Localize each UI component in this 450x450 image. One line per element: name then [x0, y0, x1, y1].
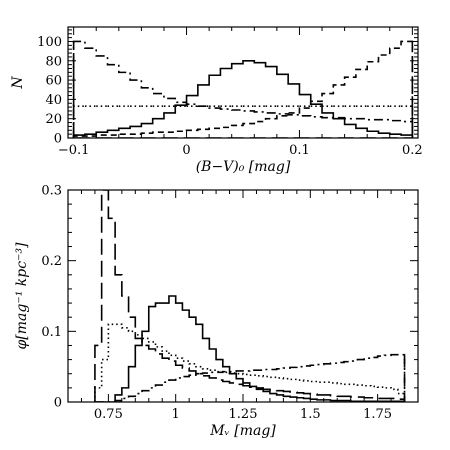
- y-axis-label: N: [10, 76, 26, 90]
- series-dashed-2: [72, 40, 414, 138]
- series-dash-dot-3: [94, 353, 406, 402]
- y-tick-label: 0.1: [41, 325, 62, 340]
- x-tick-label: 1.75: [363, 407, 392, 422]
- y-tick-label: 40: [45, 93, 62, 108]
- bottom-panel: 0.75 1 1.25 1.5 1.75 0 0.1 0.2 0.3 Mᵥ [mag] φ[mag⁻…: [14, 184, 419, 439]
- x-tick-label: 0: [182, 143, 190, 158]
- x-tick-label: 1: [172, 407, 180, 422]
- y-tick-label: 100: [37, 35, 62, 50]
- x-tick-label: 1.25: [229, 407, 258, 422]
- y-tick-label: 20: [45, 112, 62, 127]
- y-tick-label: 0: [54, 396, 62, 411]
- series-dash-dot-1: [72, 40, 414, 138]
- x-axis-label: Mᵥ [mag]: [209, 423, 276, 439]
- plot-frame: [67, 26, 419, 139]
- x-tick-label: 0.2: [402, 143, 423, 158]
- y-tick-label: 0.3: [41, 184, 62, 199]
- y-axis-label: φ[mag⁻¹ kpc⁻³]: [14, 242, 30, 350]
- y-tick-label: 0: [54, 132, 62, 147]
- x-axis-label: (B−V)₀ [mag]: [196, 159, 291, 175]
- y-tick-label: 80: [45, 54, 62, 69]
- y-tick-label: 0.2: [41, 254, 62, 269]
- series-solid-0: [72, 59, 414, 138]
- series-long-dash-1: [94, 190, 406, 402]
- x-tick-label: 0.75: [94, 407, 123, 422]
- y-tick-label: 60: [45, 74, 62, 89]
- x-tick-label: 0.1: [289, 143, 310, 158]
- series-solid-0: [94, 295, 406, 402]
- series-dotted-4: [72, 105, 414, 138]
- x-tick-label: −0.1: [58, 143, 90, 158]
- x-tick-label: 1.5: [300, 407, 321, 422]
